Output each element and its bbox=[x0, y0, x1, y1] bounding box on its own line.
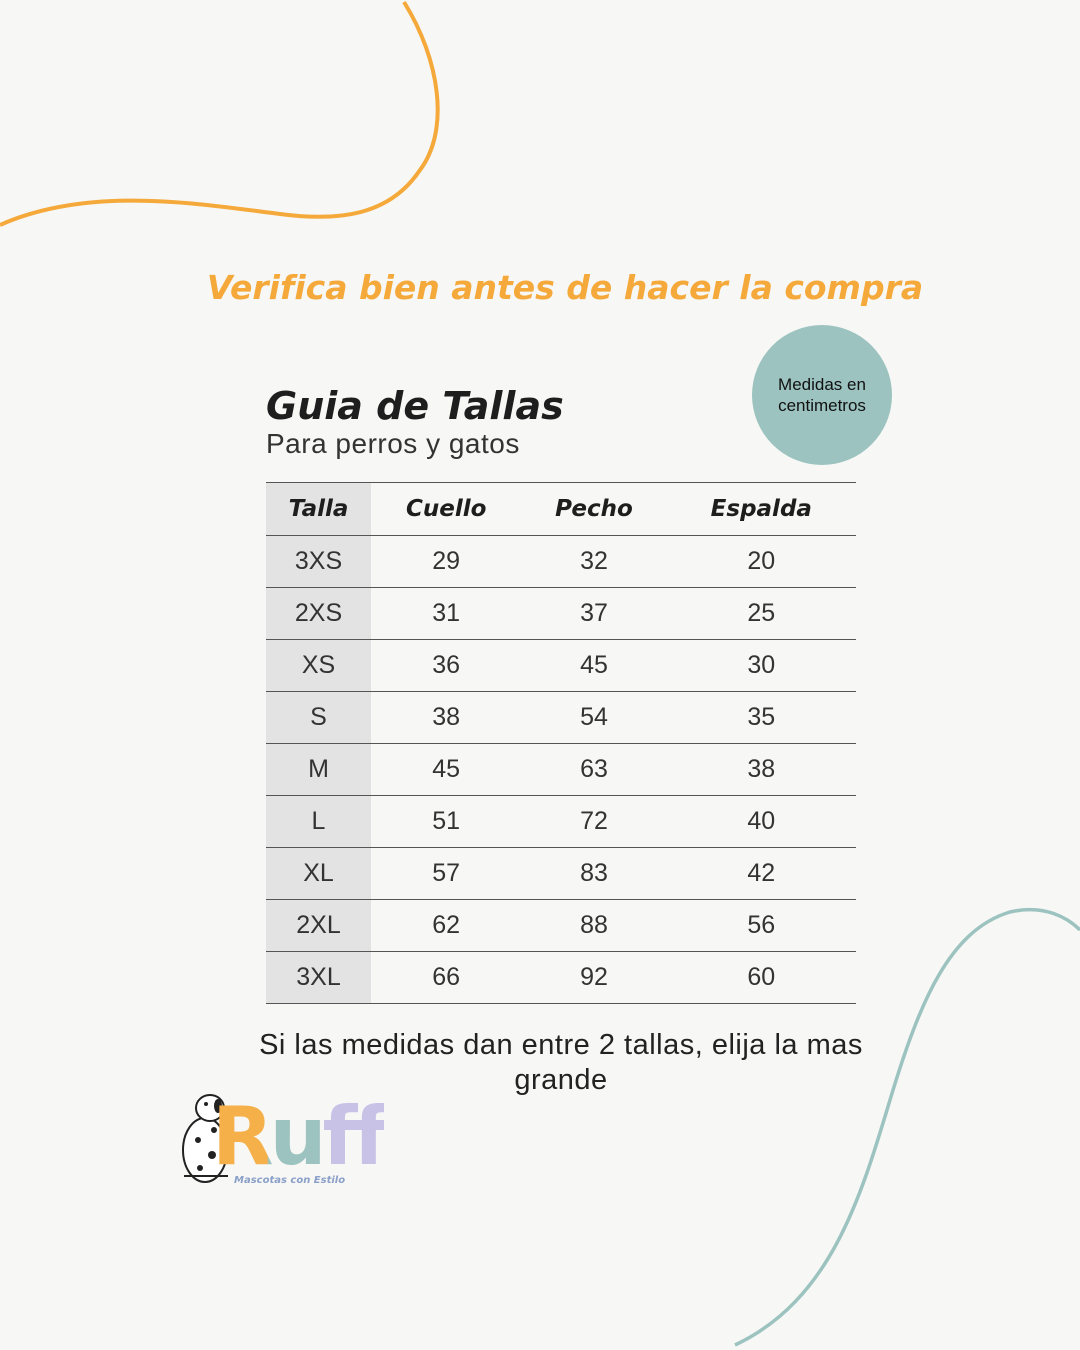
measure-cell: 88 bbox=[521, 899, 667, 952]
size-cell: L bbox=[266, 795, 371, 848]
logo-name: Ruff bbox=[212, 1090, 388, 1183]
table-row: L 51 72 40 bbox=[266, 795, 856, 848]
measure-cell: 25 bbox=[666, 587, 856, 640]
measure-cell: 83 bbox=[521, 847, 667, 900]
footnote: Si las medidas dan entre 2 tallas, elija… bbox=[259, 1029, 863, 1096]
teal-curve bbox=[734, 907, 1080, 1347]
measure-cell: 40 bbox=[666, 795, 856, 848]
logo-tagline: Mascotas con Estilo bbox=[234, 1175, 346, 1186]
measure-cell: 60 bbox=[666, 951, 856, 1004]
table-row: S 38 54 35 bbox=[266, 691, 856, 744]
measure-cell: 63 bbox=[521, 743, 667, 796]
size-cell: 3XL bbox=[266, 951, 371, 1004]
table-row: 2XS 31 37 25 bbox=[266, 587, 856, 640]
table-body: 3XS 29 32 20 2XS 31 37 25 XS 36 45 30 S 38 54 35 M 45 63 38… bbox=[266, 535, 856, 1004]
orange-curve bbox=[0, 0, 440, 227]
size-table: Talla Cuello Pecho Espalda 3XS 29 32 20 2XS 31 37 2… bbox=[266, 482, 856, 1004]
measure-cell: 37 bbox=[521, 587, 667, 640]
measure-cell: 42 bbox=[666, 847, 856, 900]
size-cell: S bbox=[266, 691, 371, 744]
measure-cell: 92 bbox=[521, 951, 667, 1004]
table-head: Talla Cuello Pecho Espalda bbox=[266, 482, 856, 536]
measure-cell: 51 bbox=[371, 795, 522, 848]
table-row: 3XS 29 32 20 bbox=[266, 535, 856, 588]
header-cell: Talla bbox=[266, 482, 371, 536]
header-cell: Pecho bbox=[521, 482, 667, 536]
size-cell: 3XS bbox=[266, 535, 371, 588]
size-cell: XS bbox=[266, 639, 371, 692]
header-cell: Espalda bbox=[666, 482, 856, 536]
table-row: 2XL 62 88 56 bbox=[266, 899, 856, 952]
measure-cell: 36 bbox=[371, 639, 522, 692]
table-row: M 45 63 38 bbox=[266, 743, 856, 796]
measure-cell: 56 bbox=[666, 899, 856, 952]
measure-cell: 35 bbox=[666, 691, 856, 744]
title: Guia de Tallas bbox=[266, 384, 564, 428]
table-row: 3XL 66 92 60 bbox=[266, 951, 856, 1004]
measure-cell: 57 bbox=[371, 847, 522, 900]
measure-cell: 45 bbox=[521, 639, 667, 692]
measure-cell: 32 bbox=[521, 535, 667, 588]
size-cell: M bbox=[266, 743, 371, 796]
measure-cell: 20 bbox=[666, 535, 856, 588]
table-row: XS 36 45 30 bbox=[266, 639, 856, 692]
measure-cell: 38 bbox=[371, 691, 522, 744]
badge: Medidas en centimetros bbox=[752, 325, 892, 465]
header-cell: Cuello bbox=[371, 482, 522, 536]
subtitle: Para perros y gatos bbox=[266, 428, 520, 459]
size-cell: XL bbox=[266, 847, 371, 900]
measure-cell: 30 bbox=[666, 639, 856, 692]
measure-cell: 62 bbox=[371, 899, 522, 952]
measure-cell: 38 bbox=[666, 743, 856, 796]
size-cell: 2XL bbox=[266, 899, 371, 952]
header-row: Talla Cuello Pecho Espalda bbox=[266, 482, 856, 536]
measure-cell: 66 bbox=[371, 951, 522, 1004]
measure-cell: 54 bbox=[521, 691, 667, 744]
headline: Verifica bien antes de hacer la compra bbox=[206, 268, 924, 307]
measure-cell: 45 bbox=[371, 743, 522, 796]
table-row: XL 57 83 42 bbox=[266, 847, 856, 900]
measure-cell: 72 bbox=[521, 795, 667, 848]
size-cell: 2XS bbox=[266, 587, 371, 640]
measure-cell: 29 bbox=[371, 535, 522, 588]
logo-dog bbox=[182, 1094, 228, 1183]
measure-cell: 31 bbox=[371, 587, 522, 640]
